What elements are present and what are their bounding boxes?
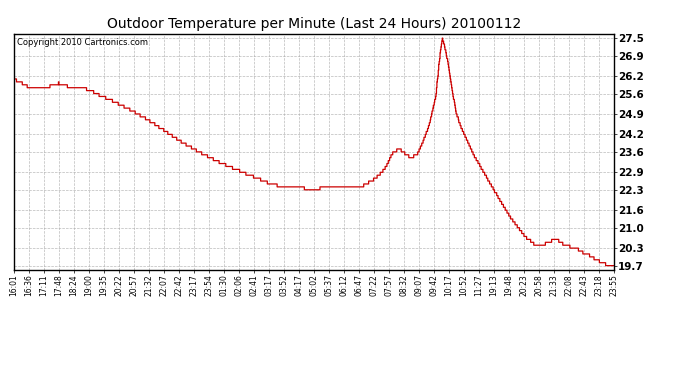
Title: Outdoor Temperature per Minute (Last 24 Hours) 20100112: Outdoor Temperature per Minute (Last 24 … <box>107 17 521 31</box>
Text: Copyright 2010 Cartronics.com: Copyright 2010 Cartronics.com <box>17 39 148 48</box>
